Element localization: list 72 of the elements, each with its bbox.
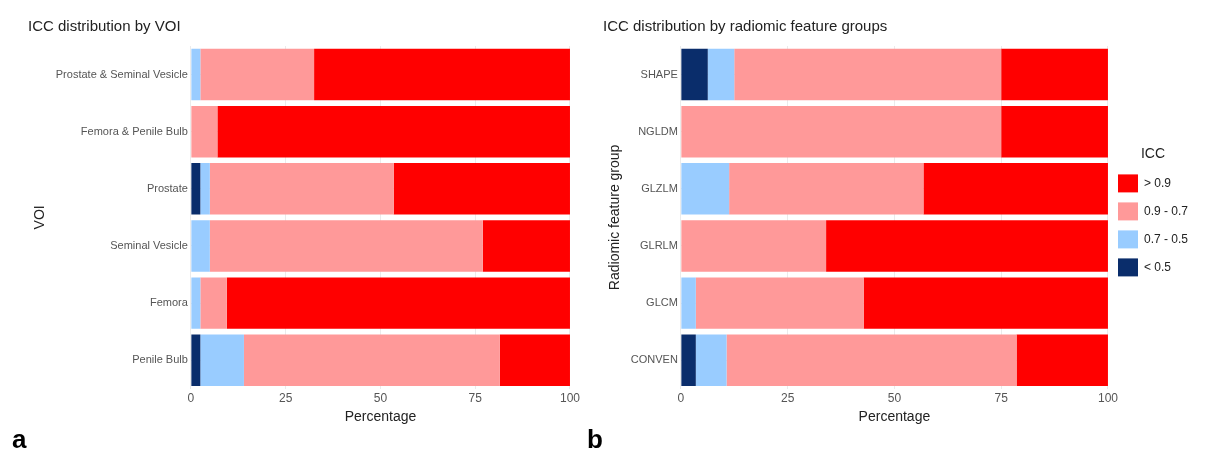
bar — [243, 334, 500, 386]
bar — [681, 277, 696, 329]
x-tick-label: 50 — [887, 391, 902, 406]
y-tick-label: Femora — [149, 296, 189, 309]
y-tick-label: GLRLM — [639, 239, 678, 251]
bar — [314, 48, 570, 101]
x-tick-label: 100 — [1097, 391, 1119, 406]
x-tick-label: 0 — [677, 391, 685, 406]
y-tick-label: CONVEN — [630, 353, 678, 366]
bar — [209, 163, 394, 215]
x-tick-label: 25 — [278, 391, 293, 406]
y-tick-label: NGLDM — [638, 124, 678, 137]
chart-title: ICC distribution by VOI — [28, 17, 181, 35]
bar — [209, 220, 483, 272]
bar — [200, 163, 210, 215]
legend-label: 0.9 - 0.7 — [1143, 203, 1189, 218]
bar — [681, 48, 708, 101]
bar — [217, 105, 570, 158]
bar — [681, 163, 730, 215]
legend-label: < 0.5 — [1143, 259, 1172, 274]
x-axis-title: Percentage — [858, 408, 931, 425]
bar — [726, 334, 1017, 386]
bar — [1016, 334, 1108, 386]
x-tick-label: 75 — [468, 391, 483, 406]
bar — [191, 277, 201, 329]
y-axis-title: Radiomic feature group — [606, 144, 623, 291]
bar — [863, 277, 1108, 329]
bar — [707, 48, 735, 101]
text: b — [587, 424, 603, 455]
text: a — [12, 424, 27, 455]
bar — [191, 334, 201, 386]
bar — [200, 334, 244, 386]
chart-title: ICC distribution by radiomic feature groups — [603, 17, 888, 35]
bar — [681, 105, 1002, 158]
y-tick-label: GLZLM — [641, 181, 678, 194]
bar — [681, 220, 827, 272]
y-tick-label: Prostate — [146, 181, 188, 194]
bar — [681, 334, 696, 386]
y-tick-label: Femora & Penile Bulb — [80, 124, 188, 137]
bar — [200, 277, 227, 329]
bar — [923, 163, 1108, 215]
y-tick-label: Prostate & Seminal Vesicle — [55, 67, 188, 80]
y-axis-title: VOI — [31, 205, 48, 230]
legend-label: > 0.9 — [1143, 175, 1172, 190]
bar — [200, 48, 315, 101]
x-tick-label: 25 — [780, 391, 795, 406]
bar — [1001, 105, 1108, 158]
x-axis-title: Percentage — [344, 408, 417, 425]
x-tick-label: 75 — [994, 391, 1009, 406]
bar — [734, 48, 1002, 101]
y-tick-label: Penile Bulb — [132, 353, 188, 366]
y-tick-label: SHAPE — [640, 67, 678, 80]
bar — [191, 220, 210, 272]
bar — [729, 163, 924, 215]
bar — [826, 220, 1108, 272]
bar — [226, 277, 570, 329]
bar — [482, 220, 570, 272]
bar — [695, 334, 727, 386]
bar — [191, 48, 201, 101]
bar — [393, 163, 570, 215]
legend-title: ICC — [1140, 145, 1166, 162]
bar — [499, 334, 570, 386]
y-tick-label: GLCM — [646, 296, 678, 309]
bar — [695, 277, 864, 329]
bar — [191, 163, 201, 215]
x-tick-label: 100 — [559, 391, 581, 406]
y-tick-label: Seminal Vesicle — [110, 239, 188, 251]
legend-label: 0.7 - 0.5 — [1143, 231, 1189, 246]
x-tick-label: 0 — [187, 391, 195, 406]
x-tick-label: 50 — [373, 391, 388, 406]
bar — [191, 105, 218, 158]
bar — [1001, 48, 1108, 101]
